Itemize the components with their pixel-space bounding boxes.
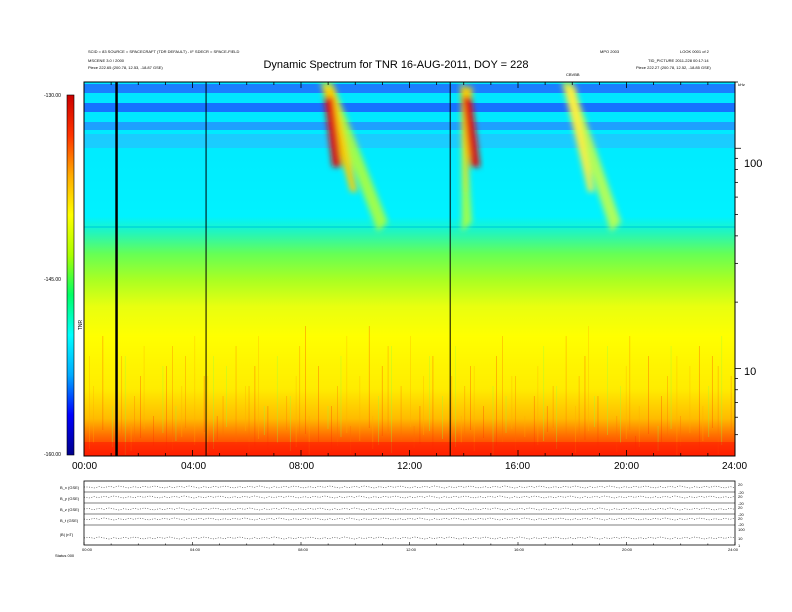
burst-peak xyxy=(462,97,481,167)
panel-row-label: B_t (GSE) xyxy=(60,518,79,523)
panel-x-tick: 00:00 xyxy=(82,547,93,552)
header-right-line1-left: MPO 2003 xyxy=(600,49,620,54)
band-blue xyxy=(84,84,735,93)
panel-frame xyxy=(83,480,736,546)
panel-x-tick: 12:00 xyxy=(406,547,417,552)
panel-right-tick: 10 xyxy=(738,536,743,541)
header-right-line1-right: LOOK 0001 of 2 xyxy=(680,49,709,54)
header-small-marker: CBVBB xyxy=(566,72,580,77)
panel-row-label: B_x (GSE) xyxy=(60,485,80,490)
panel-row-label: B_z (GSE) xyxy=(60,507,80,512)
panel-footer-value: 000 xyxy=(67,553,75,558)
panel-right-tick: 20 xyxy=(738,505,743,510)
x-tick-label: 16:00 xyxy=(505,461,531,472)
panel-trace xyxy=(83,495,736,499)
panel-x-tick: 20:00 xyxy=(622,547,633,552)
colorbar-tick-mid: -145.00 xyxy=(44,277,61,283)
panel-x-tick: 24:00 xyxy=(728,547,739,552)
panel-trace xyxy=(83,517,736,521)
panel-trace xyxy=(84,485,736,489)
x-tick-label: 00:00 xyxy=(72,461,98,472)
x-tick-label: 04:00 xyxy=(181,461,207,472)
panel-x-tick: 08:00 xyxy=(298,547,309,552)
header-right-line3: Piece 222.27 (200.78, 12.52, -18.85 GSE) xyxy=(636,65,711,70)
y-tick-label-100: 100 xyxy=(744,158,763,170)
header-info-line1: SCID = 83 SOURCE = SPACECRAFT (TDR DEFAU… xyxy=(88,49,240,54)
panel-row-label: B_y (GSE) xyxy=(60,496,80,501)
band-blue xyxy=(84,122,735,130)
header-info-line3: Piece 222.65 (200.78, 12.53, -18.87 GSE) xyxy=(88,65,163,70)
radio-burst xyxy=(561,82,622,232)
band-line xyxy=(84,226,735,228)
panel-right-tick: 100 xyxy=(738,527,745,532)
panel-footer: Status 000 xyxy=(55,553,74,558)
panel-right-tick: -20 xyxy=(738,501,744,506)
spectrum-background xyxy=(84,82,735,456)
panel-right-tick: 20 xyxy=(738,494,743,499)
unit-tag: kHz xyxy=(738,82,745,87)
radio-burst xyxy=(319,82,388,232)
panel-trace xyxy=(83,536,736,540)
x-tick-label: 12:00 xyxy=(397,461,423,472)
panel-right-tick: -20 xyxy=(738,490,744,495)
chart-title: Dynamic Spectrum for TNR 16-AUG-2011, DO… xyxy=(263,59,529,71)
band-blue xyxy=(84,134,735,148)
panel-right-tick: 20 xyxy=(738,516,743,521)
panel-right-tick: 20 xyxy=(738,482,743,487)
colorbar-tick-bottom: -160.00 xyxy=(44,452,61,458)
x-tick-label: 24:00 xyxy=(722,461,748,472)
y-tick-label-10: 10 xyxy=(744,366,757,378)
plot-area xyxy=(84,82,735,456)
panel-trace xyxy=(83,507,736,511)
panel-right-tick: -20 xyxy=(738,522,744,527)
panel-right-tick: -20 xyxy=(738,512,744,517)
panel-row-label: |B| (nT) xyxy=(60,532,74,537)
band-bottom xyxy=(84,442,735,456)
panel-footer-label: Status xyxy=(55,553,67,558)
burst-core xyxy=(563,87,595,192)
x-tick-label: 20:00 xyxy=(614,461,640,472)
panel-x-tick: 04:00 xyxy=(190,547,201,552)
band-blue xyxy=(84,103,735,112)
header-piece-value: 222.65 (200.78, 12.53, -18.87 GSE) xyxy=(99,65,163,70)
header-right-piece-value: 222.27 (200.78, 12.52, -18.85 GSE) xyxy=(647,65,711,70)
panel-right-tick: 1 xyxy=(738,543,741,548)
header-piece-label: Piece xyxy=(88,65,99,70)
x-tick-label: 08:00 xyxy=(289,461,315,472)
panel-x-tick: 16:00 xyxy=(514,547,525,552)
burst-peak xyxy=(324,97,343,167)
radio-burst xyxy=(460,82,481,232)
colorbar-tick-top: -130.00 xyxy=(44,93,61,99)
header-right-piece-label: Piece xyxy=(636,65,647,70)
header-info-line2: MSCENE 3.0 / 2000 xyxy=(88,58,125,63)
header-right-line2: TID_PICTURE 2011-228 00:17:14 xyxy=(648,58,709,63)
